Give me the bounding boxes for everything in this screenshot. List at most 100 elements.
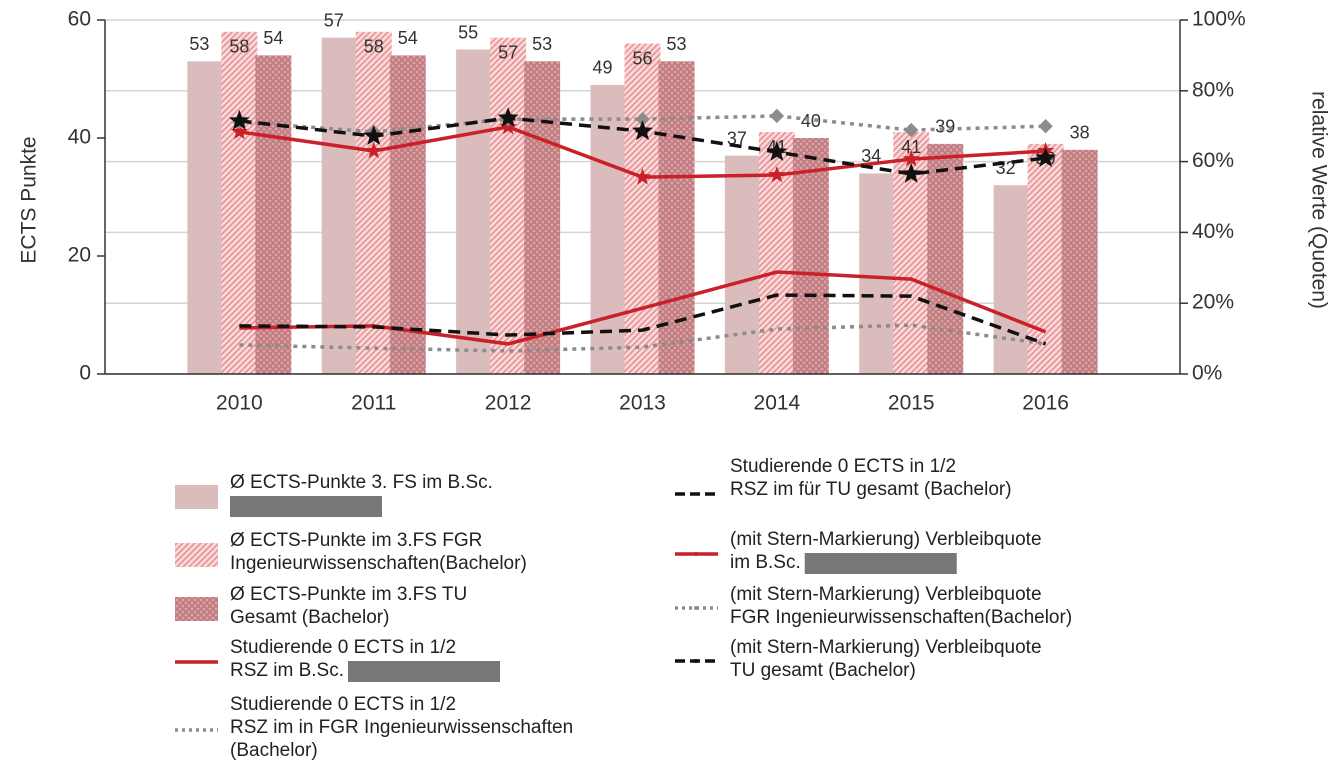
legend-line: Gesamt (Bachelor): [230, 607, 389, 628]
y-tick-label: 60: [68, 8, 91, 31]
star-marker: [1035, 147, 1057, 167]
bar: [1027, 143, 1064, 374]
diamond-marker: [1038, 119, 1053, 134]
legend-label: Studierende 0 ECTS in 1/2 RSZ im B.Sc.: [230, 637, 461, 681]
legend-label: (mit Stern-Markierung) Verbleibquote TU …: [730, 637, 1047, 681]
legend-line: TU gesamt (Bachelor): [730, 660, 916, 681]
legend-line: Studierende 0 ECTS in 1/2: [730, 456, 961, 477]
bar: [859, 173, 896, 374]
legend-line: (mit Stern-Markierung) Verbleibquote: [730, 637, 1047, 658]
legend-entry: Ø ECTS-Punkte im 3.FS TU Gesamt (Bachelo…: [175, 584, 472, 628]
bar-value-label: 53: [532, 34, 552, 54]
star-marker: [228, 109, 250, 130]
bar: [490, 37, 527, 374]
y-tick-label: 40: [68, 126, 91, 149]
legend-line: (mit Stern-Markierung) Verbleibquote: [730, 529, 1047, 550]
x-tick-label: 2012: [485, 392, 532, 415]
legend-line: (mit Stern-Markierung) Verbleibquote: [730, 584, 1047, 605]
bar: [355, 31, 392, 375]
bar: [321, 37, 358, 374]
legend-entry: Ø ECTS-Punkte im 3.FS FGR Ingenieurwisse…: [175, 530, 527, 574]
legend-swatch: [175, 485, 218, 509]
legend-label: Studierende 0 ECTS in 1/2 RSZ im für TU …: [730, 456, 1012, 500]
bar: [927, 143, 964, 374]
bar: [590, 84, 627, 375]
legend-line: FGR Ingenieurwissenschaften(Bachelor): [730, 607, 1072, 628]
star-marker: [363, 125, 385, 145]
legend-marker: [694, 659, 698, 663]
x-tick-label: 2016: [1022, 392, 1069, 415]
legend-entry: Studierende 0 ECTS in 1/2 RSZ im in FGR …: [175, 694, 578, 761]
legend-swatch: [175, 597, 218, 621]
redaction: [804, 553, 957, 574]
bar: [456, 49, 493, 374]
legend-label: Ø ECTS-Punkte 3. FS im B.Sc.: [230, 472, 493, 493]
x-tick-label: 2014: [754, 392, 801, 415]
bar: [658, 61, 695, 375]
diamond-marker: [635, 111, 650, 127]
legend-line: Ø ECTS-Punkte 3. FS im B.Sc.: [230, 472, 493, 493]
legend-label: (mit Stern-Markierung) Verbleibquote FGR…: [730, 584, 1072, 628]
line: [239, 293, 1047, 346]
bar-value-label: 56: [632, 48, 652, 68]
bar: [221, 31, 258, 375]
star-marker: [768, 166, 786, 183]
diamond-marker: [904, 122, 919, 138]
legend-label: Ø ECTS-Punkte im 3.FS TU Gesamt (Bachelo…: [230, 584, 472, 628]
legend-entry: (mit Stern-Markierung) Verbleibquote TU …: [675, 637, 1047, 681]
y2-axis-label: relative Werte (Quoten): [1307, 91, 1330, 309]
bar: [187, 61, 224, 375]
legend-line: Ø ECTS-Punkte im 3.FS TU: [230, 584, 472, 605]
legend-line: Studierende 0 ECTS in 1/2: [230, 637, 461, 658]
bar: [624, 43, 661, 374]
bar-value-label: 49: [592, 58, 612, 78]
legend-line: RSZ im B.Sc.: [230, 660, 344, 681]
y2-tick-label: 0%: [1192, 362, 1222, 385]
star-marker: [900, 163, 922, 183]
bar-value-label: 39: [935, 117, 955, 137]
legend-entry: (mit Stern-Markierung) Verbleibquote im …: [675, 529, 1047, 574]
bar-value-label: 54: [263, 28, 283, 48]
bar-value-label: 40: [801, 111, 821, 131]
legend-entry: (mit Stern-Markierung) Verbleibquote FGR…: [675, 584, 1072, 628]
bar-value-label: 53: [189, 34, 209, 54]
legend-line: Ø ECTS-Punkte im 3.FS FGR: [230, 530, 488, 551]
star-marker: [365, 142, 383, 159]
bar-value-label: 55: [458, 22, 478, 42]
star-marker: [766, 141, 788, 161]
y-tick-label: 20: [68, 244, 91, 267]
bar-value-label: 58: [364, 37, 384, 57]
star-marker: [902, 150, 920, 167]
bar: [255, 55, 292, 375]
legend-line: RSZ im in FGR Ingenieurwissenschaften: [230, 717, 578, 738]
y2-tick-label: 60%: [1192, 149, 1234, 172]
legend-line: RSZ im für TU gesamt (Bachelor): [730, 479, 1012, 500]
bar: [993, 185, 1030, 374]
y2-tick-label: 80%: [1192, 78, 1234, 101]
y-tick-label: 0: [79, 362, 91, 385]
legend-entry: Studierende 0 ECTS in 1/2 RSZ im für TU …: [675, 456, 1012, 500]
legend-line: im B.Sc.: [730, 552, 801, 573]
x-tick-label: 2010: [216, 392, 263, 415]
bar-value-label: 57: [324, 10, 344, 30]
y-axis-label: ECTS Punkte: [18, 136, 41, 263]
bar: [724, 155, 761, 374]
bar: [389, 55, 426, 375]
star-marker: [633, 168, 652, 185]
y2-tick-label: 100%: [1192, 8, 1246, 31]
legend-label: Studierende 0 ECTS in 1/2 RSZ im in FGR …: [230, 694, 578, 761]
bar-value-label: 54: [398, 28, 418, 48]
bar: [524, 61, 561, 375]
legend-swatch: [175, 543, 218, 567]
bar-value-label: 41: [901, 137, 921, 157]
bar: [792, 138, 829, 374]
legend-label: Ø ECTS-Punkte im 3.FS FGR Ingenieurwisse…: [230, 530, 527, 574]
x-tick-label: 2011: [351, 392, 396, 415]
bar: [1061, 149, 1098, 374]
y2-tick-label: 40%: [1192, 220, 1234, 243]
redaction: [348, 661, 501, 682]
bar-value-label: 53: [666, 34, 686, 54]
y2-tick-label: 20%: [1192, 291, 1234, 314]
x-tick-label: 2015: [888, 392, 935, 415]
